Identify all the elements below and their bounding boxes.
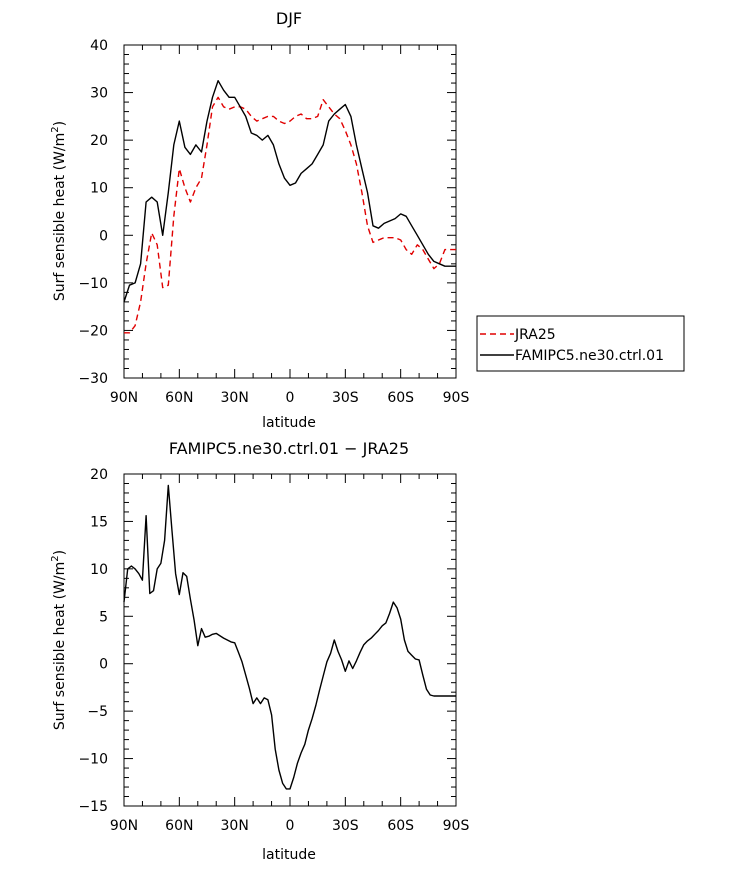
difference-y-label-main: Surf sensible heat (W/m [52,562,68,730]
legend: JRA25 FAMIPC5.ne30.ctrl.01 [476,315,685,372]
legend-label-jra25: JRA25 [514,327,556,343]
difference-y-axis-label: Surf sensible heat (W/m2) [50,550,68,730]
djf-x-axis-label: latitude [262,415,316,431]
x-tick-label: 30S [332,390,359,406]
x-tick-label: 30N [221,818,249,834]
y-tick-label: 30 [90,86,108,102]
y-tick-label: 20 [90,467,108,483]
y-tick-label: 10 [90,562,108,578]
y-tick-label: −20 [78,323,108,339]
y-tick-label: 0 [99,657,108,673]
difference-plot-frame [123,473,457,807]
y-tick-label: 15 [90,514,108,530]
y-tick-label: −10 [78,752,108,768]
djf-series-jra25 [124,96,456,334]
djf-y-label-main: Surf sensible heat (W/m [52,133,68,301]
y-tick-label: 5 [99,609,108,625]
x-tick-label: 60N [165,818,193,834]
djf-y-label-superscript: 2 [50,126,61,132]
x-tick-label: 0 [286,818,295,834]
djf-y-axis-label: Surf sensible heat (W/m2) [50,121,68,301]
x-tick-label: 30S [332,818,359,834]
x-tick-label: 90S [443,818,470,834]
legend-frame [476,315,685,372]
y-tick-label: −15 [78,799,108,815]
y-tick-label: −10 [78,276,108,292]
djf-y-label-close: ) [52,121,68,126]
y-tick-label: 0 [99,228,108,244]
y-tick-label: 20 [90,133,108,149]
djf-series-group [123,79,456,334]
y-tick-label: −30 [78,371,108,387]
difference-series-group [123,484,456,790]
x-tick-label: 90N [110,390,138,406]
difference-x-axis-label: latitude [262,847,316,863]
difference-title: FAMIPC5.ne30.ctrl.01 − JRA25 [169,439,409,458]
y-tick-label: 10 [90,181,108,197]
djf-panel: DJF 90N 60N 30N 0 30S 60S 90S 40 30 20 10 0 −10 −20 −… [50,9,685,431]
difference-panel: FAMIPC5.ne30.ctrl.01 − JRA25 90N 60N 30N 0 3… [50,439,469,863]
x-tick-label: 60S [387,390,414,406]
x-tick-label: 90S [443,390,470,406]
difference-y-label-close: ) [52,550,68,555]
djf-x-axis: 90N 60N 30N 0 30S 60S 90S [110,45,470,406]
djf-series-famipc5-ne30-ctrl-01 [123,79,456,303]
x-tick-label: 60S [387,818,414,834]
difference-y-label-superscript: 2 [50,555,61,561]
x-tick-label: 30N [221,390,249,406]
legend-label-famipc5: FAMIPC5.ne30.ctrl.01 [515,348,664,364]
difference-y-axis: 20 15 10 5 0 −5 −10 −15 [78,467,456,815]
djf-y-axis: 40 30 20 10 0 −10 −20 −30 [78,38,456,387]
difference-x-axis: 90N 60N 30N 0 30S 60S 90S [110,474,470,834]
difference-series-famipc5-ne30-ctrl-01-jra25 [123,484,456,790]
x-tick-label: 90N [110,818,138,834]
y-tick-label: 40 [90,38,108,54]
djf-title: DJF [276,9,302,28]
y-tick-label: −5 [87,704,108,720]
x-tick-label: 60N [165,390,193,406]
x-tick-label: 0 [286,390,295,406]
